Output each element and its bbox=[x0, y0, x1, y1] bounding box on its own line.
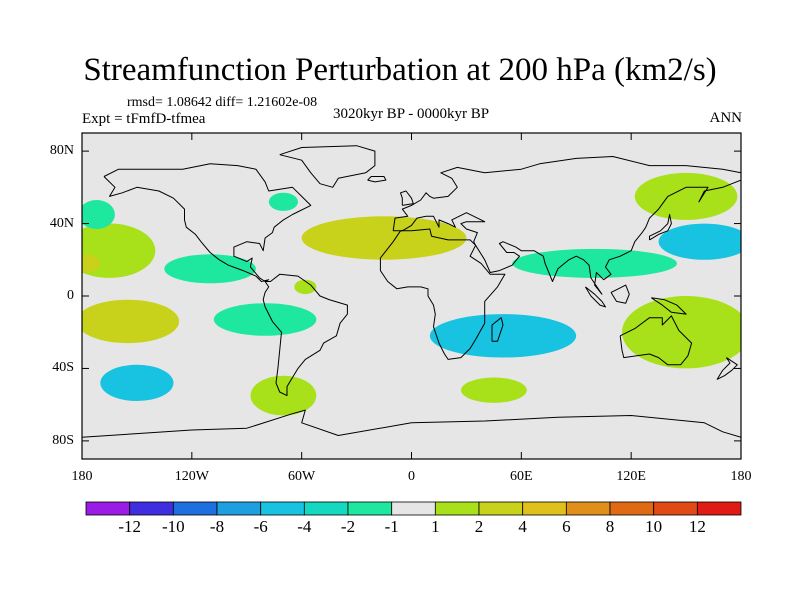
colorbar-swatch bbox=[347, 501, 393, 516]
y-tick-label: 40N bbox=[49, 215, 74, 231]
contour-region-northwest-atlantic-negative bbox=[82, 200, 115, 229]
colorbar-label: -4 bbox=[297, 517, 312, 536]
colorbar-swatch bbox=[522, 501, 567, 516]
contour-region-patagonia-positive bbox=[250, 375, 317, 416]
colorbar-swatch bbox=[696, 501, 742, 516]
period-label: 3020kyr BP - 0000kyr BP bbox=[332, 106, 490, 122]
experiment-label: Expt = tFmfD-tfmea bbox=[82, 111, 206, 127]
colorbar-swatch bbox=[565, 501, 611, 516]
contour-region-australia-positive bbox=[622, 296, 741, 369]
colorbar-label: 6 bbox=[562, 517, 571, 536]
colorbar-label: -8 bbox=[209, 517, 225, 536]
map-background bbox=[82, 133, 741, 459]
figure-title: Streamfunction Perturbation at 200 hPa (… bbox=[83, 52, 717, 88]
contour-region-south-indian-negative bbox=[429, 314, 577, 358]
colorbar-swatch bbox=[172, 501, 218, 516]
contour-region-west-pacific-negative bbox=[658, 223, 741, 260]
contour-region-east-pacific-negative bbox=[164, 254, 256, 284]
y-tick-label: 40S bbox=[52, 360, 74, 376]
colorbar-swatch bbox=[609, 501, 655, 516]
x-tick-label: 120E bbox=[616, 469, 646, 484]
coastline-7 bbox=[82, 409, 741, 438]
colorbar-label: 8 bbox=[605, 517, 615, 536]
colorbar-label: -12 bbox=[118, 517, 141, 536]
coastline-5 bbox=[491, 317, 504, 342]
colorbar-label: -1 bbox=[384, 517, 399, 536]
coastline-2 bbox=[262, 273, 348, 397]
coastline-10 bbox=[651, 297, 687, 315]
colorbar-swatch bbox=[303, 501, 349, 516]
contour-region-north-pacific-west-positive bbox=[634, 172, 738, 220]
contour-region-north-atlantic-positive bbox=[301, 216, 467, 260]
x-tick-label: 60W bbox=[288, 469, 316, 484]
stats-label: rmsd= 1.08642 diff= 1.21602e-08 bbox=[127, 95, 318, 110]
contour-region-north-pacific-positive bbox=[82, 223, 156, 278]
x-tick-label: 0 bbox=[408, 469, 415, 484]
colorbar-label: 2 bbox=[474, 517, 484, 536]
colorbar-swatch bbox=[216, 501, 262, 516]
coastline-1 bbox=[279, 145, 376, 188]
season-label: ANN bbox=[709, 110, 743, 126]
x-tick-label: 60E bbox=[510, 469, 533, 484]
x-tick-label: 180 bbox=[71, 469, 93, 484]
y-tick-label: 80N bbox=[49, 143, 74, 159]
coastline-4 bbox=[379, 228, 506, 360]
coastline-11 bbox=[649, 214, 672, 241]
colorbar-label: 10 bbox=[645, 517, 663, 536]
colorbar-swatch bbox=[129, 501, 174, 516]
coastline-0 bbox=[103, 163, 312, 282]
coastline-13 bbox=[716, 357, 738, 380]
contour-region-south-american-negative bbox=[213, 303, 317, 336]
x-tick-label: 120W bbox=[174, 469, 209, 484]
contour-region-southern-ocean-positive bbox=[461, 377, 527, 403]
contour-region-south-pacific-negative bbox=[100, 364, 174, 401]
coastline-12 bbox=[400, 190, 414, 206]
colorbar-swatch bbox=[478, 501, 524, 516]
colorbar-swatch bbox=[391, 501, 436, 516]
colorbar-label: -6 bbox=[253, 517, 268, 536]
coastline-9 bbox=[584, 286, 606, 308]
colorbar-swatch bbox=[85, 501, 131, 516]
colorbar-label: -10 bbox=[161, 517, 185, 536]
coastline-8 bbox=[610, 284, 630, 304]
colorbar-label: 4 bbox=[518, 517, 527, 536]
colorbar-label: 12 bbox=[688, 517, 706, 536]
coastline-3 bbox=[392, 156, 741, 295]
coastline-14 bbox=[367, 176, 387, 183]
y-tick-label: 80S bbox=[52, 432, 74, 448]
x-tick-label: 180 bbox=[730, 469, 752, 484]
colorbar-label: -2 bbox=[340, 517, 356, 536]
contour-region-north-pacific-core bbox=[82, 254, 101, 273]
colorbar-swatch bbox=[260, 501, 305, 516]
contour-region-south-pacific-positive bbox=[82, 299, 180, 344]
colorbar-swatch bbox=[434, 501, 480, 516]
contour-region-asian-jet-negative bbox=[512, 248, 677, 278]
contour-region-labrador-negative bbox=[268, 192, 298, 211]
coastline-6 bbox=[619, 315, 693, 366]
colorbar-swatch bbox=[653, 501, 698, 516]
contour-region-caribbean-positive bbox=[294, 279, 317, 295]
y-tick-label: 0 bbox=[67, 288, 74, 303]
colorbar-label: 1 bbox=[431, 517, 440, 536]
